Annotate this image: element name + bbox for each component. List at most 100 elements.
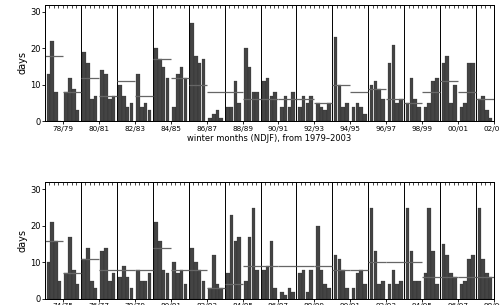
Bar	[126, 277, 130, 299]
Bar	[104, 248, 108, 299]
Bar	[226, 273, 230, 299]
Bar	[352, 107, 356, 121]
Bar	[64, 92, 68, 121]
Bar	[356, 103, 359, 121]
Bar	[158, 241, 162, 299]
Bar	[90, 99, 94, 121]
Bar	[352, 288, 356, 299]
Bar	[94, 96, 98, 121]
Bar	[208, 288, 212, 299]
Bar	[363, 114, 366, 121]
Bar	[94, 288, 98, 299]
Bar	[424, 273, 428, 299]
Bar	[86, 248, 90, 299]
Bar	[176, 74, 180, 121]
Bar	[464, 103, 467, 121]
Bar	[72, 270, 76, 299]
Bar	[320, 107, 324, 121]
Bar	[162, 66, 166, 121]
Bar	[230, 107, 234, 121]
Bar	[464, 281, 467, 299]
Bar	[166, 273, 169, 299]
Bar	[166, 77, 169, 121]
Bar	[262, 270, 266, 299]
Bar	[76, 284, 80, 299]
Bar	[288, 107, 291, 121]
Bar	[306, 292, 309, 299]
Bar	[363, 284, 366, 299]
Bar	[158, 59, 162, 121]
Bar	[184, 284, 187, 299]
Bar	[399, 99, 402, 121]
Bar	[274, 92, 277, 121]
Bar	[414, 281, 417, 299]
Bar	[274, 288, 277, 299]
Bar	[122, 96, 126, 121]
Bar	[342, 270, 345, 299]
Bar	[234, 241, 237, 299]
Bar	[316, 226, 320, 299]
Bar	[198, 270, 202, 299]
Bar	[396, 284, 399, 299]
Bar	[302, 96, 306, 121]
Bar	[100, 70, 104, 121]
Bar	[414, 99, 417, 121]
Bar	[320, 270, 324, 299]
Bar	[428, 208, 431, 299]
Bar	[442, 63, 445, 121]
Bar	[202, 281, 205, 299]
Bar	[82, 52, 86, 121]
Bar	[392, 270, 395, 299]
Bar	[324, 110, 327, 121]
Bar	[112, 273, 116, 299]
Bar	[154, 222, 158, 299]
Bar	[82, 259, 86, 299]
Bar	[64, 273, 68, 299]
Bar	[471, 63, 474, 121]
Bar	[244, 48, 248, 121]
Bar	[442, 244, 445, 299]
Bar	[298, 107, 302, 121]
Bar	[252, 208, 255, 299]
Bar	[327, 103, 331, 121]
Bar	[435, 77, 438, 121]
Bar	[489, 118, 492, 121]
Bar	[360, 107, 363, 121]
Bar	[284, 295, 288, 299]
Bar	[220, 288, 223, 299]
Bar	[172, 262, 176, 299]
Bar	[248, 237, 252, 299]
Bar	[198, 63, 202, 121]
Bar	[68, 237, 72, 299]
Bar	[130, 103, 134, 121]
Bar	[238, 103, 241, 121]
Bar	[280, 292, 283, 299]
Bar	[471, 255, 474, 299]
Bar	[417, 281, 420, 299]
Bar	[435, 284, 438, 299]
Bar	[86, 63, 90, 121]
Bar	[118, 85, 122, 121]
Bar	[446, 255, 449, 299]
Bar	[478, 99, 481, 121]
Bar	[316, 103, 320, 121]
Bar	[485, 273, 488, 299]
Bar	[46, 74, 50, 121]
Bar	[248, 66, 252, 121]
Y-axis label: days: days	[18, 52, 28, 74]
Bar	[345, 288, 349, 299]
Bar	[360, 270, 363, 299]
Bar	[396, 103, 399, 121]
Bar	[244, 281, 248, 299]
Bar	[482, 96, 485, 121]
Bar	[406, 103, 409, 121]
Bar	[446, 56, 449, 121]
Bar	[292, 292, 295, 299]
Bar	[428, 103, 431, 121]
Bar	[374, 251, 377, 299]
Bar	[302, 270, 306, 299]
Bar	[410, 77, 413, 121]
Bar	[460, 107, 463, 121]
Bar	[406, 208, 409, 299]
Bar	[148, 110, 151, 121]
